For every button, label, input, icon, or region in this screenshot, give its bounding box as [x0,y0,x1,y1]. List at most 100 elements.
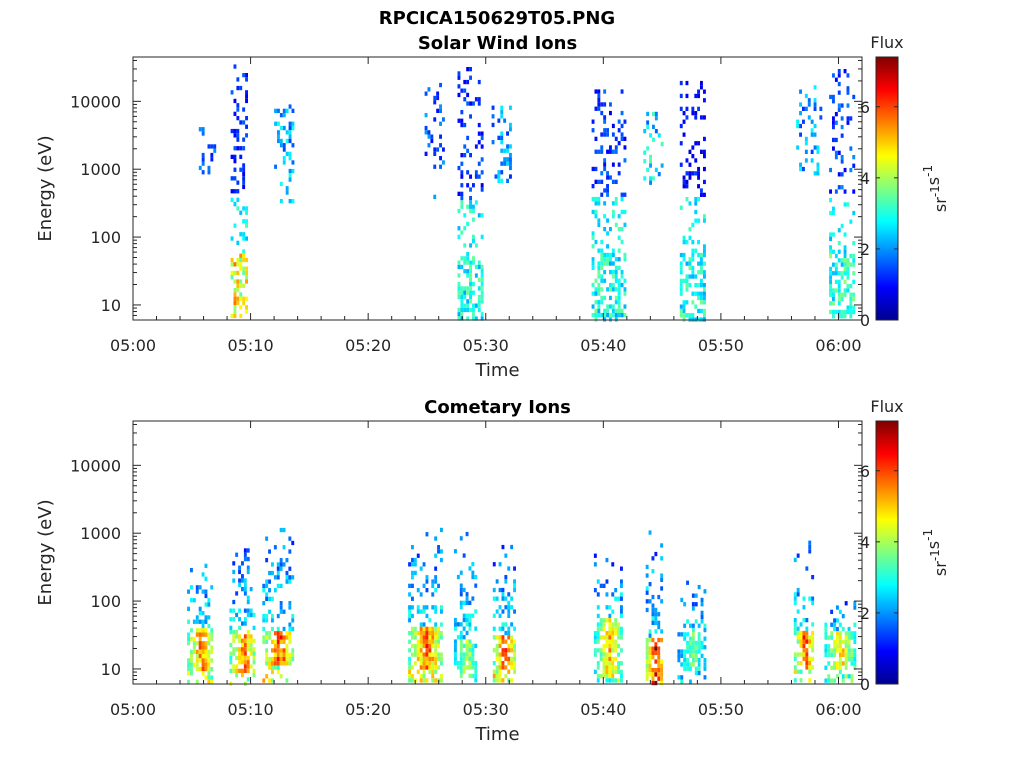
flux-cell [509,157,512,162]
flux-cell [844,648,848,653]
flux-cell [459,635,463,640]
flux-cell [691,106,695,111]
flux-cell [468,643,472,648]
flux-cell [837,69,841,74]
flux-cell [246,655,250,661]
flux-cell [824,635,828,640]
flux-cell [513,626,516,631]
flux-cell [477,122,481,128]
flux-cell [654,672,658,677]
ion-cluster [829,69,856,319]
flux-cell [236,116,240,121]
flux-cell [811,635,815,640]
flux-cell [596,605,600,610]
flux-cell [840,159,844,164]
flux-cell [243,647,247,652]
flux-cell [459,630,463,636]
flux-cell [700,270,703,275]
flux-cell [276,613,280,619]
flux-cell [235,655,239,661]
flux-cell [195,649,199,654]
flux-cell [591,282,595,288]
flux-cell [703,270,706,275]
flux-cell [623,222,627,227]
flux-cell [497,174,501,179]
flux-cell [245,279,248,284]
flux-cell [833,678,836,683]
flux-cell [688,149,692,154]
flux-cell [235,591,239,596]
y-tick-label: 1000 [80,160,121,179]
flux-cell [477,264,481,270]
flux-cell [279,674,283,679]
flux-cell [262,678,266,683]
flux-cell [849,314,853,319]
flux-cell [651,672,655,677]
flux-cell [245,257,248,263]
flux-cell [853,601,857,606]
flux-cell [700,640,704,646]
flux-cell [190,628,193,633]
flux-cell [697,166,700,172]
flux-cell [594,106,598,111]
flux-cell [252,625,256,630]
flux-cell [802,630,806,636]
flux-cell [504,665,508,670]
flux-cell [513,648,516,653]
flux-cell [198,628,202,633]
flux-cell [276,570,280,576]
flux-cell [802,652,806,657]
flux-cell [265,648,269,653]
flux-cell [594,196,598,202]
flux-cell [683,653,687,658]
flux-cell [593,562,597,567]
flux-cell [462,652,466,657]
flux-cell [614,136,618,141]
flux-cell [282,160,286,165]
flux-cell [241,668,244,673]
flux-cell [288,168,292,174]
flux-cell [594,300,598,305]
flux-cell [596,648,600,653]
x-tick-label: 05:50 [698,700,744,719]
flux-cell [611,287,615,292]
flux-cell [620,196,624,202]
flux-cell [605,579,609,584]
flux-cell [847,631,851,636]
flux-cell [810,149,814,154]
flux-cell [703,287,706,292]
flux-cell [654,668,658,673]
flux-cell [419,631,423,636]
x-tick-label: 05:30 [463,336,509,355]
flux-cell [236,180,240,185]
flux-cell [614,317,618,322]
flux-cell [830,665,834,670]
flux-cell [506,144,509,149]
flux-cell [602,648,606,653]
flux-cell [192,641,196,646]
flux-cell [236,283,240,288]
flux-cell [239,296,243,301]
flux-cell [243,548,247,553]
flux-cell [198,127,202,132]
flux-cell [207,598,211,603]
flux-cell [591,235,595,240]
flux-cell [454,622,457,627]
flux-cell [685,171,689,176]
flux-cell [230,262,234,267]
flux-cell [288,639,292,644]
flux-cell [460,264,464,270]
flux-cell [243,638,247,643]
flux-cell [434,566,438,571]
colorbar-units: sr-1s-1 [921,165,950,212]
flux-cell [235,664,239,669]
flux-cell [236,206,240,211]
flux-cell [703,300,706,305]
flux-cell [428,635,432,640]
flux-cell [462,665,466,670]
flux-cell [805,618,809,623]
flux-cell [233,300,237,306]
flux-cell [597,106,601,111]
flux-cell [268,635,271,640]
flux-cell [472,183,475,188]
